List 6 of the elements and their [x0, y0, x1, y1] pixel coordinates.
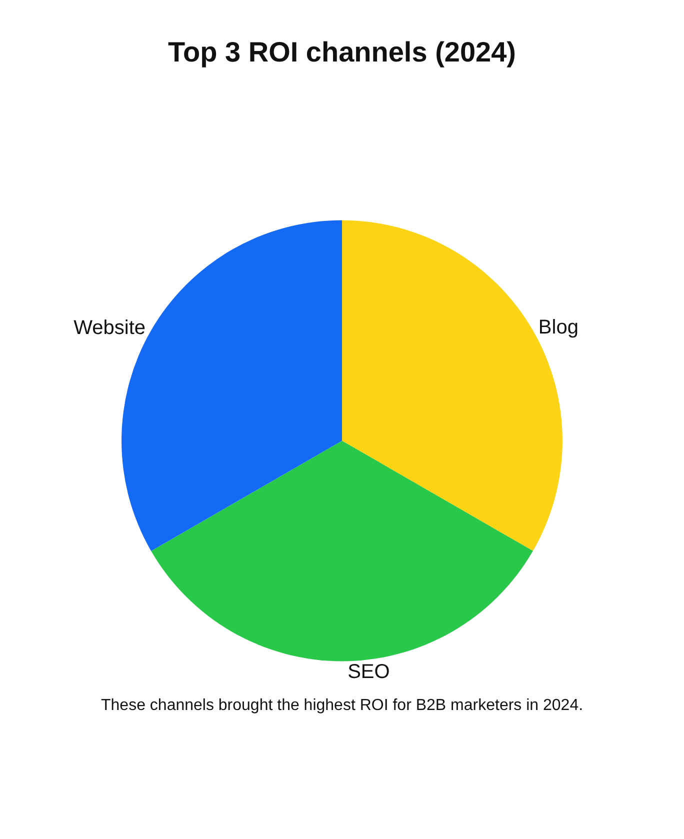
text: These channels brought the highest ROI for B2B marketers in 2024.	[101, 697, 584, 714]
slice-label: SEO	[348, 661, 390, 684]
chart-title: Top 3 ROI channels (2024)	[168, 36, 516, 68]
slice-label: Blog	[538, 316, 578, 339]
pie-slice	[151, 440, 533, 661]
slice-label: Website	[74, 316, 146, 339]
